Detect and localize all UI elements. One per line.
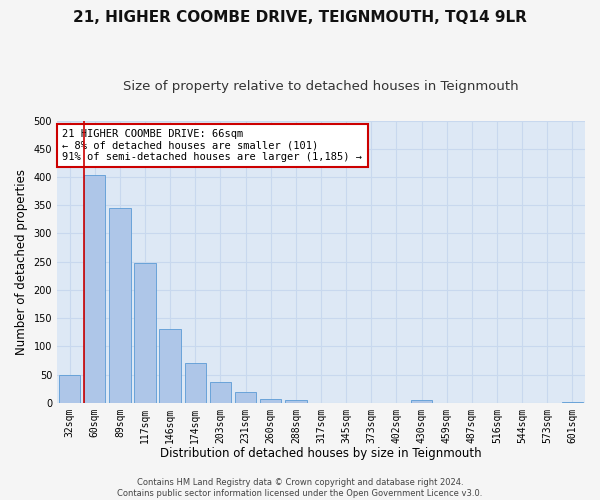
Bar [134,264,156,402]
Bar [285,400,307,402]
Text: 21 HIGHER COOMBE DRIVE: 66sqm
← 8% of detached houses are smaller (101)
91% of s: 21 HIGHER COOMBE DRIVE: 66sqm ← 8% of de… [62,129,362,162]
Text: Contains HM Land Registry data © Crown copyright and database right 2024.
Contai: Contains HM Land Registry data © Crown c… [118,478,482,498]
Bar [235,392,256,402]
X-axis label: Distribution of detached houses by size in Teignmouth: Distribution of detached houses by size … [160,447,482,460]
Title: Size of property relative to detached houses in Teignmouth: Size of property relative to detached ho… [123,80,519,93]
Bar [411,400,432,402]
Bar [185,362,206,403]
Text: 21, HIGHER COOMBE DRIVE, TEIGNMOUTH, TQ14 9LR: 21, HIGHER COOMBE DRIVE, TEIGNMOUTH, TQ1… [73,10,527,25]
Bar [59,374,80,402]
Bar [260,400,281,402]
Bar [210,382,231,402]
Bar [160,330,181,402]
Bar [109,208,131,402]
Y-axis label: Number of detached properties: Number of detached properties [15,168,28,354]
Bar [84,176,106,402]
